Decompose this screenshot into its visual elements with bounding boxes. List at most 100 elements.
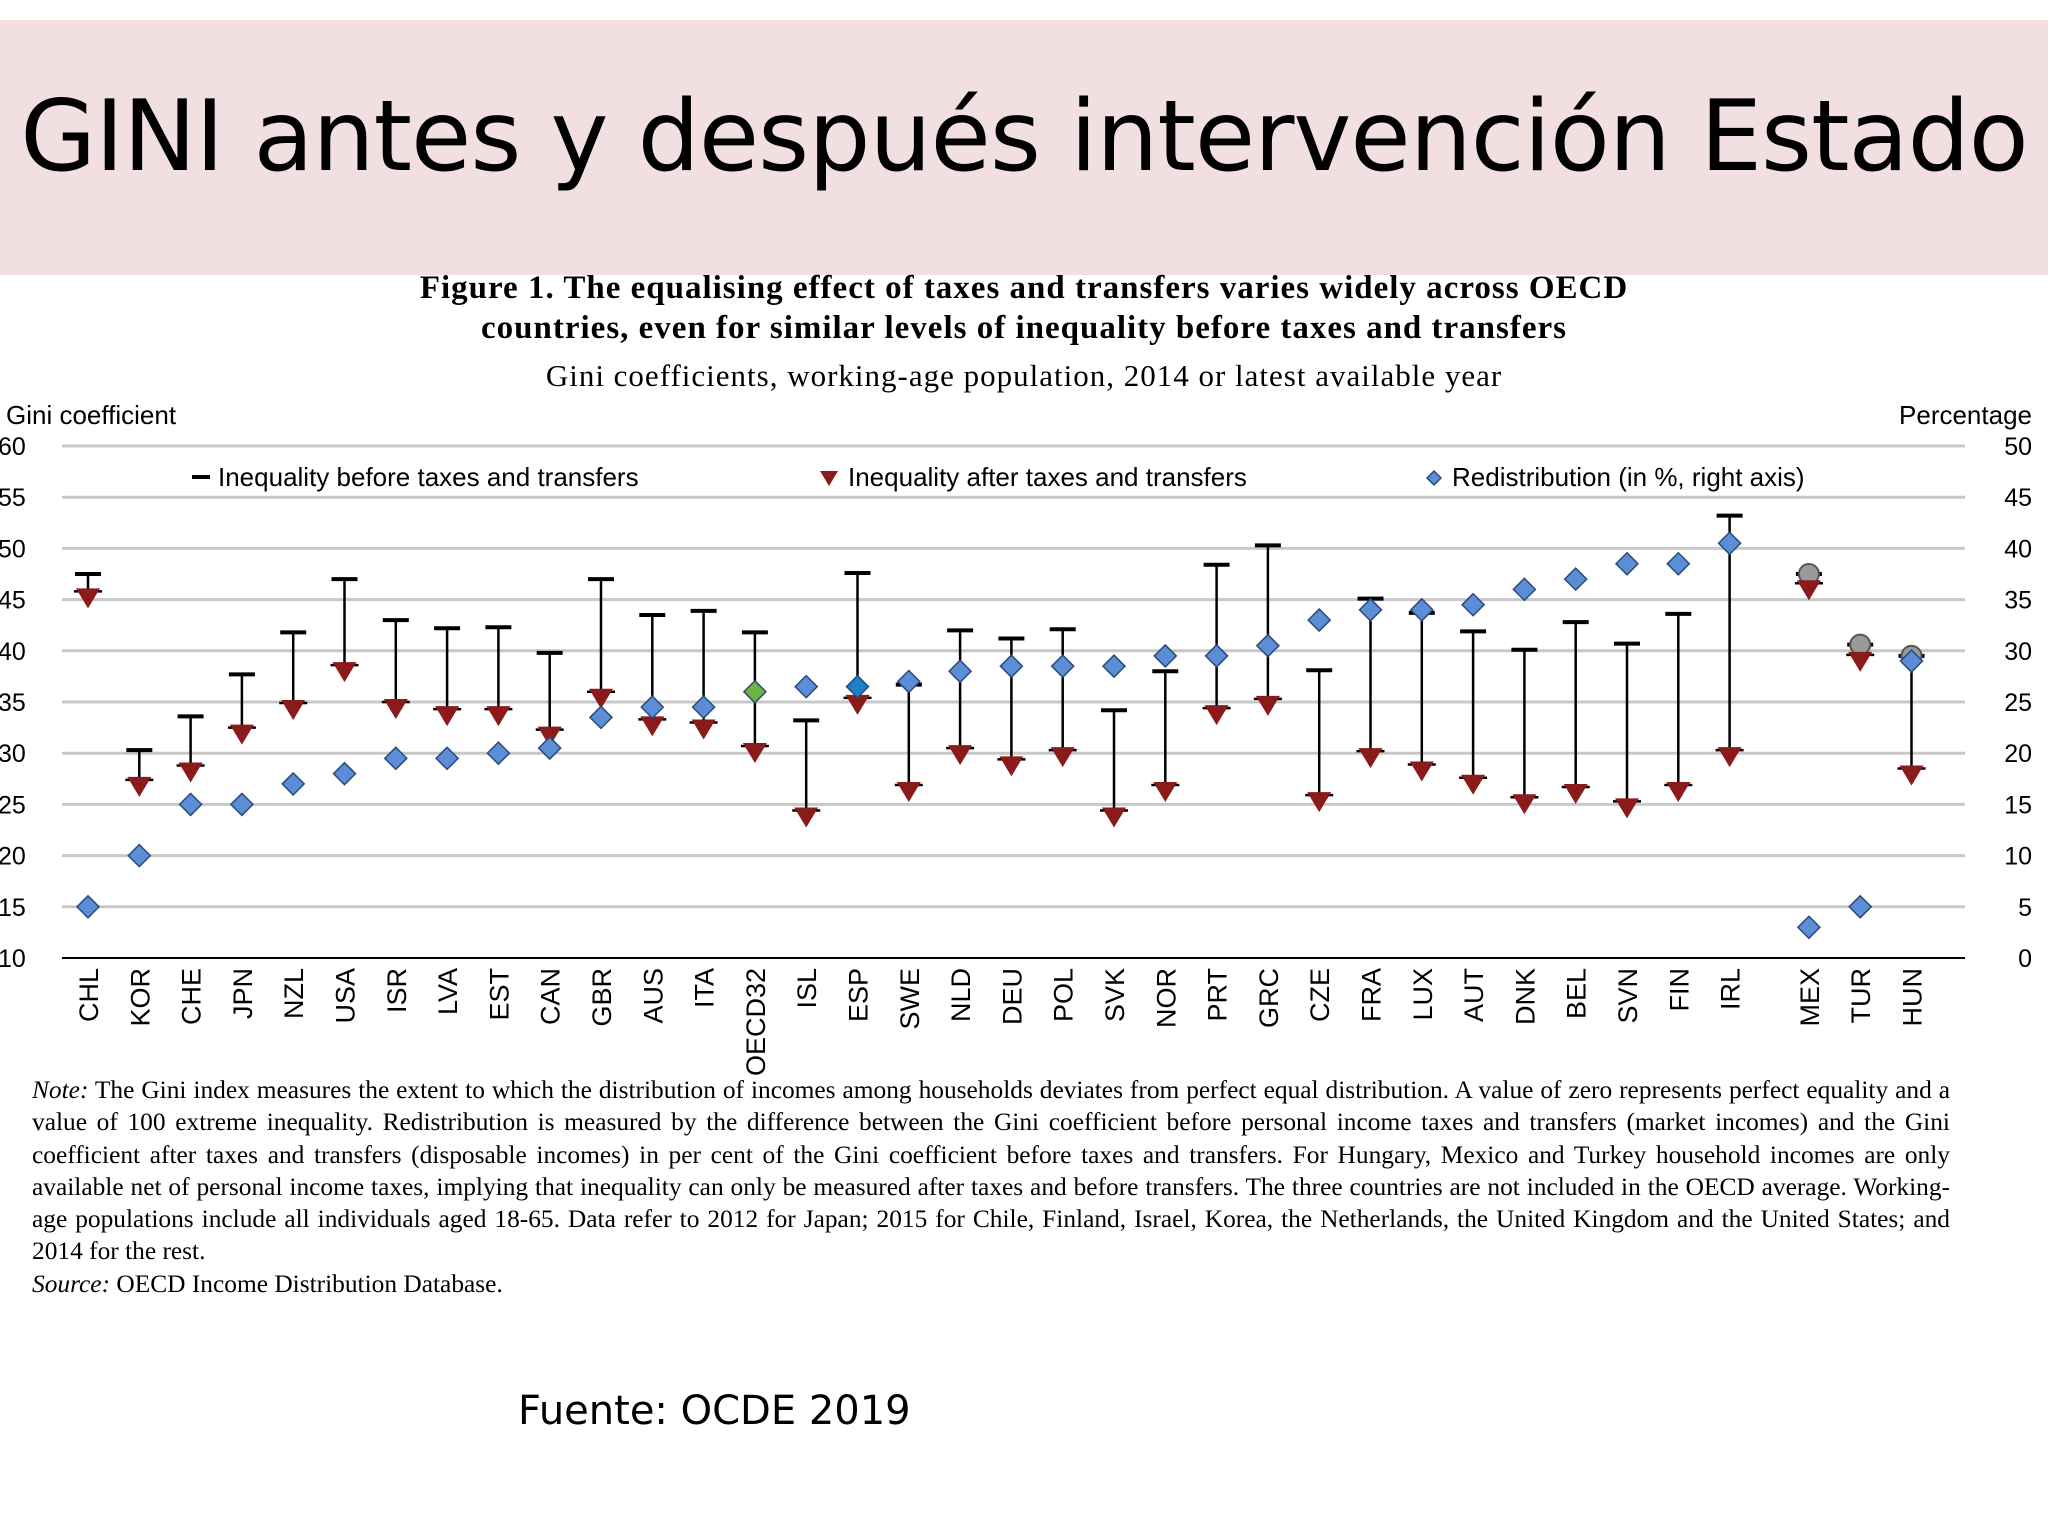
category-label: LVA: [433, 968, 463, 1015]
category-label: CZE: [1305, 968, 1335, 1022]
redistribution-marker: [178, 792, 203, 817]
after-marker: [1409, 761, 1434, 782]
y-tick-label-right: 35: [2004, 587, 2032, 615]
legend-after-label: Inequality after taxes and transfers: [848, 462, 1247, 492]
redistribution-marker: [948, 659, 973, 684]
redistribution-marker: [588, 705, 614, 730]
category-label: SVN: [1613, 968, 1643, 1024]
after-marker: [1102, 807, 1126, 828]
redistribution-marker: [1307, 608, 1332, 633]
y-tick-label-right: 10: [2004, 843, 2032, 871]
category-label: KOR: [125, 968, 155, 1027]
category-label: ITA: [690, 968, 720, 1008]
category-label: MEX: [1795, 968, 1825, 1027]
after-marker: [999, 756, 1024, 777]
y-tick-label-right: 30: [2004, 638, 2032, 666]
after-marker: [1563, 783, 1588, 804]
gini-chart: 10 15 20 25 30 35 40 45 50 55 60 0 5 10 15 20 25 30 35 40 45…: [0, 400, 2032, 1075]
category-label: SVK: [1100, 968, 1130, 1022]
slide-title: GINI antes y después intervención Estado: [20, 80, 2029, 194]
redistribution-marker: [1512, 577, 1537, 602]
category-label: NOR: [1151, 968, 1181, 1028]
y-tick-label-left: 10: [0, 945, 26, 973]
legend-before-label: Inequality before taxes and transfers: [218, 462, 639, 492]
note-label: Note:: [32, 1076, 89, 1104]
legend-redistribution-marker: [1425, 469, 1443, 487]
legend-redistribution-label: Redistribution (in %, right axis): [1452, 462, 1805, 492]
category-label: USA: [331, 968, 361, 1024]
redistribution-marker: [1899, 648, 1924, 674]
category-label: GBR: [587, 968, 617, 1027]
source-footer: Fuente: OCDE 2019: [518, 1388, 911, 1434]
redistribution-marker: [742, 679, 767, 704]
redistribution-marker: [1848, 894, 1873, 919]
after-marker: [1615, 798, 1639, 819]
redistribution-marker: [435, 746, 460, 771]
redistribution-marker: [127, 843, 152, 868]
y-axis-title-left: Gini coefficient: [6, 400, 177, 430]
category-label: FIN: [1664, 968, 1694, 1012]
after-marker: [435, 706, 460, 727]
redistribution-marker: [1614, 551, 1640, 576]
category-label: LUX: [1408, 968, 1438, 1021]
y-tick-label-left: 30: [0, 740, 26, 768]
category-label: POL: [1049, 968, 1079, 1022]
redistribution-marker: [75, 894, 101, 919]
after-marker: [1050, 747, 1075, 768]
y-tick-label-left: 25: [0, 791, 26, 819]
redistribution-marker: [486, 741, 511, 766]
y-tick-label-left: 55: [0, 484, 26, 512]
redistribution-marker: [537, 736, 562, 761]
note-text: The Gini index measures the extent to wh…: [32, 1076, 1950, 1266]
redistribution-marker: [383, 746, 408, 771]
y-tick-label-right: 15: [2004, 791, 2032, 819]
y-tick-label-left: 60: [0, 433, 26, 461]
category-label: HUN: [1898, 968, 1928, 1027]
category-label: CAN: [536, 968, 566, 1025]
category-label: IRL: [1716, 968, 1746, 1010]
redistribution-marker: [229, 792, 254, 817]
after-marker: [486, 706, 511, 727]
redistribution-marker: [332, 761, 357, 786]
after-marker: [1512, 794, 1537, 815]
category-label: PRT: [1203, 968, 1233, 1022]
y-tick-label-left: 15: [0, 894, 26, 922]
y-tick-label-left: 20: [0, 843, 26, 871]
redistribution-marker: [1101, 654, 1127, 679]
y-tick-label-left: 50: [0, 535, 26, 563]
y-tick-label-right: 20: [2004, 740, 2032, 768]
category-label: TUR: [1846, 968, 1876, 1024]
redistribution-marker: [1255, 633, 1280, 658]
y-axis-title-right: Percentage: [1899, 400, 2032, 430]
redistribution-marker: [1153, 643, 1178, 668]
y-tick-label-right: 45: [2004, 484, 2032, 512]
redistribution-marker: [845, 674, 870, 699]
redistribution-marker: [896, 669, 921, 694]
category-label: BEL: [1562, 968, 1592, 1019]
category-label: NLD: [946, 968, 976, 1022]
category-label: JPN: [228, 968, 258, 1019]
after-marker: [1358, 748, 1383, 769]
after-marker: [589, 688, 613, 709]
source-label: Source:: [32, 1269, 111, 1298]
category-label: AUS: [638, 968, 668, 1024]
y-tick-label-right: 0: [2018, 945, 2032, 973]
y-tick-label-left: 35: [0, 689, 26, 717]
category-label: CHL: [74, 968, 104, 1022]
before-transfers-marker: [1849, 633, 1872, 656]
y-tick-label-right: 40: [2004, 535, 2032, 563]
category-label: ISL: [792, 968, 822, 1009]
after-marker: [948, 745, 973, 766]
redistribution-marker: [1409, 597, 1434, 622]
figure-subtitle: Gini coefficients, working-age populatio…: [545, 358, 1503, 393]
title-band: [0, 20, 2048, 275]
after-marker: [178, 762, 203, 783]
after-marker: [896, 781, 921, 802]
category-label: DNK: [1510, 968, 1540, 1025]
after-marker: [1204, 705, 1229, 726]
redistribution-marker: [281, 771, 306, 796]
after-marker: [383, 699, 408, 719]
redistribution-marker: [1204, 643, 1229, 668]
after-marker: [845, 694, 870, 715]
redistribution-marker: [1050, 654, 1075, 679]
